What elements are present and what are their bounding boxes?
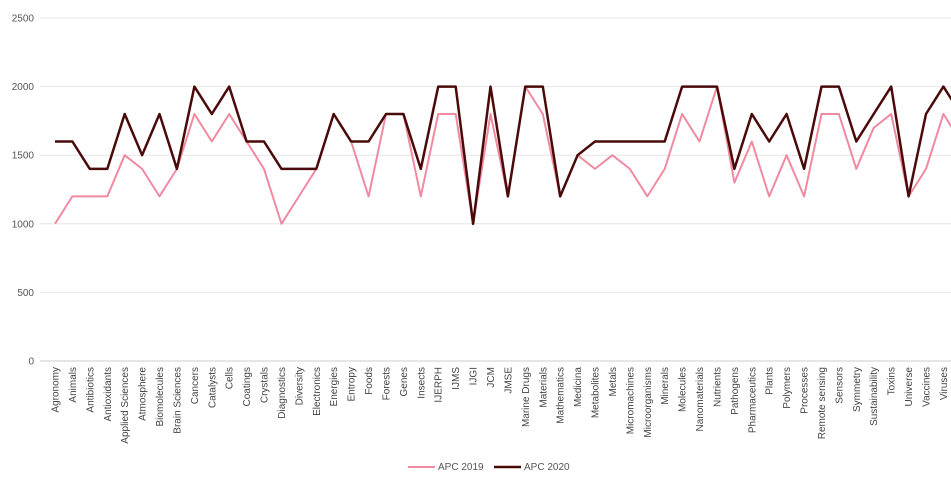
y-tick-label: 2000 [12,82,35,93]
x-tick-label: Symmetry [852,367,863,412]
x-tick-label: Coatings [242,367,253,406]
x-tick-label: Universe [904,367,915,407]
x-tick-label: Sustainability [869,367,880,426]
x-tick-label: Sensors [834,367,845,404]
x-tick-label: Metals [608,367,619,396]
x-tick-label: Medicina [573,367,584,407]
x-tick-label: IJGI [469,367,480,385]
legend: APC 2019 APC 2020 [408,462,570,473]
x-tick-label: Brain Sciences [172,367,183,434]
x-tick-label: Cells [225,367,236,389]
x-tick-label: Biomolecules [155,367,166,426]
x-tick-label: Catalysts [207,367,218,408]
x-tick-label: Nanomaterials [695,367,706,431]
series-lines [54,85,951,226]
x-tick-label: IJERPH [434,367,445,403]
legend-label: APC 2019 [438,462,484,473]
y-tick-label: 0 [28,357,34,368]
x-tick-label: Pathogens [730,367,741,415]
x-tick-label: Antibiotics [85,367,96,413]
x-tick-label: Agronomy [51,367,62,413]
x-axis-ticks: Agronomy Animals Antibiotics Antioxidants Ap… [51,367,950,444]
x-tick-label: Electronics [312,367,323,416]
y-tick-label: 1500 [12,151,35,162]
x-tick-label: Atmosphere [138,367,149,421]
x-tick-label: Plants [765,367,776,395]
x-tick-label: Entropy [347,367,358,401]
y-tick-label: 2500 [12,14,35,25]
x-tick-label: Metabolites [591,367,602,418]
x-tick-label: Micromachines [625,367,636,434]
x-tick-label: Microorganisms [643,367,654,438]
x-tick-label: Molecules [678,367,689,412]
x-tick-label: Animals [68,367,79,403]
legend-label: APC 2020 [524,462,570,473]
x-tick-label: Cancers [190,367,201,404]
y-axis-ticks: 0 500 1000 1500 2000 2500 [12,14,35,368]
x-tick-label: JCM [486,367,497,388]
x-tick-label: Pharmaceutics [747,367,758,433]
x-tick-label: Forests [381,367,392,400]
x-tick-label: Viruses [939,367,950,400]
x-tick-label: Diagnostics [277,367,288,419]
x-tick-label: Insects [416,367,427,399]
series-line-2 [55,85,951,226]
x-tick-label: Processes [800,367,811,414]
x-tick-label: Materials [538,367,549,408]
x-tick-label: Mathematics [556,367,567,424]
x-tick-label: Remote sensing [817,367,828,439]
y-tick-label: 1000 [12,219,35,230]
x-tick-label: Toxins [887,367,898,395]
x-tick-label: Minerals [660,367,671,405]
x-tick-label: Genes [399,367,410,396]
x-tick-label: Marine Drugs [521,367,532,427]
gridlines [40,17,951,362]
x-tick-label: IJMS [451,367,462,390]
x-tick-label: Applied Sciences [120,367,131,444]
x-tick-label: Foods [364,367,375,395]
x-tick-label: Vaccines [922,367,933,407]
x-tick-label: Diversity [294,367,305,405]
x-tick-label: Nutrients [712,367,723,407]
x-tick-label: JMSE [503,367,514,394]
y-tick-label: 500 [17,288,34,299]
x-tick-label: Polymers [782,367,793,409]
x-tick-label: Crystals [260,367,271,403]
x-tick-label: Antioxidants [103,367,114,421]
x-tick-label: Energies [329,367,340,406]
